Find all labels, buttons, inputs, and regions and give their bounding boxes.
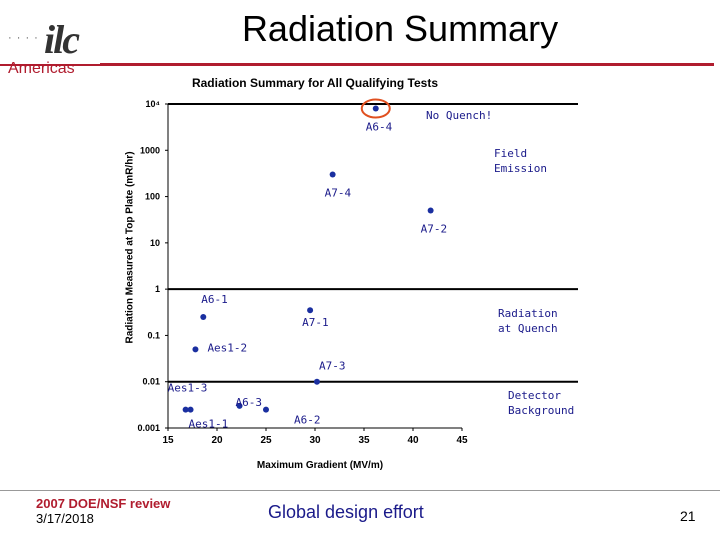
point-label: A7-1 — [302, 316, 329, 329]
data-point-a7-2 — [427, 207, 434, 214]
x-tick-label: 35 — [358, 435, 370, 446]
y-tick-label: 10 — [150, 238, 160, 248]
title-accent-left — [0, 64, 100, 66]
data-point-aes1-2 — [192, 346, 199, 353]
point-label: A6-1 — [201, 293, 228, 306]
data-point-aes1-3 — [182, 406, 189, 413]
point-label: A6-3 — [236, 396, 262, 409]
point-label: Aes1-1 — [189, 418, 229, 431]
logo-dots: · · · · — [8, 32, 39, 44]
region-label-field-emission: Field Emission — [494, 147, 547, 175]
region-label-no-quench: No Quench! — [426, 109, 493, 122]
page-number: 21 — [680, 508, 696, 524]
x-tick-label: 20 — [211, 435, 223, 446]
data-point-a6-2 — [263, 406, 269, 413]
data-point-a6-3 — [236, 402, 243, 409]
title-underline — [100, 63, 714, 66]
region-label-radiation-at-quench: Radiation at Quench — [498, 307, 558, 335]
y-tick-label: 1000 — [140, 145, 160, 155]
point-label: A6-4 — [366, 120, 393, 133]
logo-ilc-text: ilc — [44, 17, 80, 62]
point-label: Aes1-3 — [168, 382, 208, 395]
x-tick-label: 45 — [456, 435, 468, 446]
x-tick-label: 15 — [162, 435, 174, 446]
chart-title: Radiation Summary for All Qualifying Tes… — [191, 76, 439, 90]
y-tick-label: 1 — [155, 284, 160, 294]
data-point-a6-4 — [372, 105, 379, 112]
point-label: A6-2 — [294, 414, 321, 427]
data-point-a7-1 — [307, 307, 314, 314]
region-label-detector-background: Detector Background — [508, 389, 575, 417]
footer-review: 2007 DOE/NSF review — [36, 496, 171, 511]
y-axis-label: Radiation Measured at Top Plate (mR/hr) — [124, 151, 136, 344]
highlight-ring — [360, 98, 391, 119]
data-point-a7-4 — [329, 171, 336, 178]
data-point-a6-1 — [200, 314, 207, 321]
y-tick-label: 100 — [145, 192, 160, 202]
data-point-a7-3 — [313, 378, 320, 385]
point-label: Aes1-2 — [207, 341, 247, 354]
x-tick-label: 30 — [309, 435, 321, 446]
x-tick-label: 25 — [260, 435, 272, 446]
point-label: A7-2 — [421, 223, 448, 236]
point-label: A7-4 — [325, 186, 352, 199]
data-point-aes1-1 — [187, 406, 194, 413]
y-tick-label: 10⁴ — [146, 99, 160, 109]
y-tick-label: 0.01 — [142, 377, 160, 387]
point-label: A7-3 — [319, 360, 346, 373]
y-tick-label: 0.001 — [137, 423, 160, 433]
footer-center-text: Global design effort — [268, 502, 424, 522]
footer-left: 2007 DOE/NSF review 3/17/2018 — [36, 496, 170, 526]
y-tick-label: 0.1 — [147, 330, 160, 340]
x-axis-label: Maximum Gradient (MV/m) — [256, 460, 384, 471]
footer-date: 3/17/2018 — [36, 511, 94, 526]
slide-title: Radiation Summary — [241, 8, 559, 49]
x-tick-label: 40 — [407, 435, 419, 446]
footer-divider — [0, 490, 720, 491]
